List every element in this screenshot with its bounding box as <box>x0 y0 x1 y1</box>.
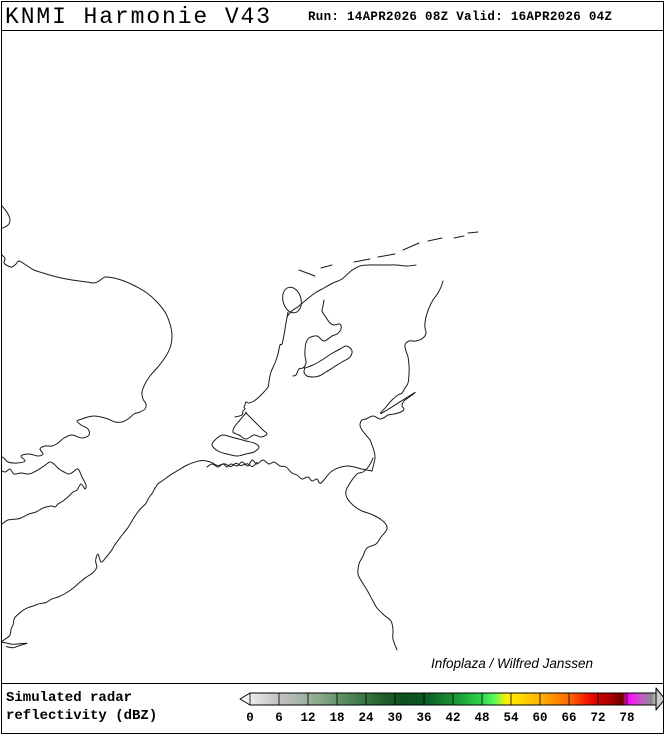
svg-text:0: 0 <box>246 711 254 725</box>
svg-text:42: 42 <box>445 711 460 725</box>
svg-text:30: 30 <box>387 711 402 725</box>
svg-text:78: 78 <box>619 711 634 725</box>
svg-text:12: 12 <box>300 711 315 725</box>
svg-text:72: 72 <box>590 711 605 725</box>
svg-text:54: 54 <box>503 711 519 725</box>
svg-text:60: 60 <box>532 711 547 725</box>
svg-text:6: 6 <box>275 711 283 725</box>
svg-text:48: 48 <box>474 711 489 725</box>
svg-text:36: 36 <box>416 711 431 725</box>
svg-text:24: 24 <box>358 711 374 725</box>
svg-text:66: 66 <box>561 711 576 725</box>
svg-text:18: 18 <box>329 711 344 725</box>
